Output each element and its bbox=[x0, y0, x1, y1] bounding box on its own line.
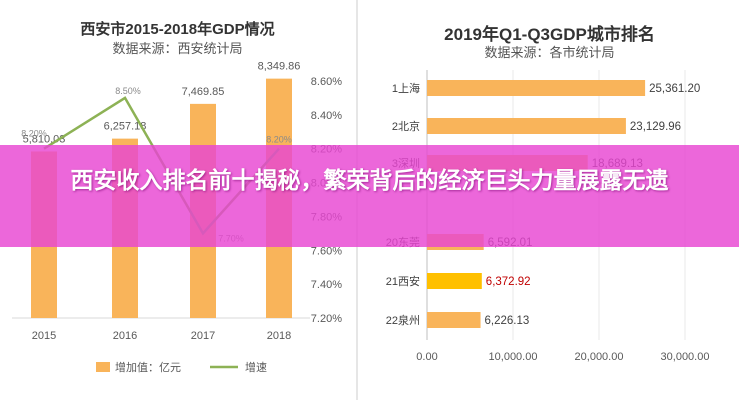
left-chart-subtitle: 数据来源：西安统计局 bbox=[112, 41, 243, 56]
x-tick-label: 2017 bbox=[191, 330, 215, 342]
legend-bar-label: 增加值：亿元 bbox=[115, 360, 181, 374]
city-bar bbox=[427, 118, 626, 134]
growth-value-label: 8.50% bbox=[115, 86, 141, 96]
city-label: 2北京 bbox=[392, 119, 420, 133]
x-tick-label: 0.00 bbox=[416, 351, 437, 363]
city-label: 21西安 bbox=[386, 274, 420, 288]
y2-tick-label: 8.60% bbox=[311, 76, 342, 88]
bar-value-label: 6,257.18 bbox=[104, 121, 147, 133]
legend-line-label: 增速 bbox=[245, 360, 267, 374]
headline-text: 西安收入排名前十揭秘，繁荣背后的经济巨头力量展露无遗 bbox=[70, 168, 669, 194]
right-chart-title: 2019年Q1-Q3GDP城市排名 bbox=[444, 25, 655, 44]
y2-tick-label: 7.60% bbox=[311, 245, 342, 257]
x-tick-label: 2018 bbox=[267, 330, 291, 342]
y2-tick-label: 7.20% bbox=[311, 313, 342, 325]
city-label: 22泉州 bbox=[386, 313, 420, 327]
x-tick-label: 30,000.00 bbox=[661, 351, 710, 363]
growth-value-label: 8.20% bbox=[21, 129, 47, 139]
bar-value-label: 7,469.85 bbox=[182, 86, 225, 98]
city-bar bbox=[427, 80, 646, 96]
right-chart-subtitle: 数据来源：各市统计局 bbox=[484, 45, 615, 60]
x-tick-label: 20,000.00 bbox=[575, 351, 624, 363]
x-tick-label: 10,000.00 bbox=[489, 351, 538, 363]
city-value-label: 6,226.13 bbox=[485, 315, 530, 327]
city-value-label: 25,361.20 bbox=[649, 83, 700, 95]
legend-bar-swatch bbox=[96, 362, 110, 372]
city-bar bbox=[427, 312, 481, 328]
city-value-label: 23,129.96 bbox=[630, 121, 681, 133]
y2-tick-label: 8.40% bbox=[311, 110, 342, 122]
x-tick-label: 2015 bbox=[32, 330, 56, 342]
city-label: 1上海 bbox=[392, 81, 420, 95]
city-value-label: 6,372.92 bbox=[486, 276, 531, 288]
x-tick-label: 2016 bbox=[113, 330, 137, 342]
y2-tick-label: 7.40% bbox=[311, 279, 342, 291]
headline-banner: 西安收入排名前十揭秘，繁荣背后的经济巨头力量展露无遗 bbox=[0, 145, 739, 247]
growth-value-label: 8.20% bbox=[266, 135, 292, 145]
left-chart-title: 西安市2015-2018年GDP情况 bbox=[80, 21, 275, 38]
bar-value-label: 8,349.86 bbox=[258, 61, 301, 73]
city-bar bbox=[427, 273, 482, 289]
